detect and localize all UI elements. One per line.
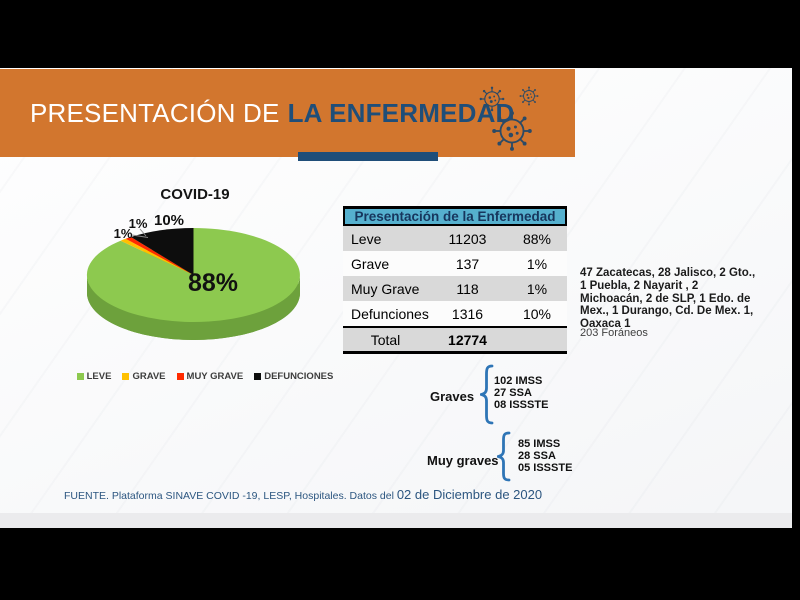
summary-table: Presentación de la Enfermedad Leve 11203… [343, 206, 567, 354]
muy-graves-label: Muy graves [427, 453, 499, 468]
pie-label-grave: 1% [114, 226, 133, 241]
row-value: 118 [456, 280, 479, 297]
pie-chart: 88% 10% 1% 1% [86, 212, 300, 340]
pie-chart-title: COVID-19 [160, 186, 230, 203]
total-label: Total [370, 331, 401, 348]
foraneos-note: 203 Foráneos [580, 327, 648, 339]
virus-icon [479, 86, 539, 152]
legend-item-muy-grave: MUY GRAVE [176, 371, 244, 382]
table-row: Defunciones 1316 10% [343, 301, 567, 326]
table-total-row: Total 12774 [343, 326, 567, 354]
page-title-regular: PRESENTACIÓN DE [30, 97, 280, 128]
pie-side-face [87, 275, 300, 340]
row-value: 1316 [451, 305, 484, 322]
graves-list: 102 IMSS 27 SSA 08 ISSSTE [494, 375, 548, 411]
legend-label: DEFUNCIONES [264, 371, 334, 382]
graves-brace-icon [480, 364, 494, 425]
muy-graves-item: 28 SSA [518, 450, 556, 462]
graves-item: 102 IMSS [494, 375, 543, 387]
row-label: Defunciones [351, 305, 429, 322]
graves-label: Graves [430, 389, 475, 404]
graves-item: 08 ISSSTE [494, 399, 549, 411]
row-value: 11203 [448, 230, 487, 247]
muy-graves-brace-icon [497, 431, 511, 482]
row-percent: 1% [526, 280, 548, 297]
pie-slice-muy-grave [125, 237, 194, 275]
row-percent: 88% [522, 230, 552, 247]
legend-item-leve: LEVE [76, 371, 112, 382]
source-footnote: FUENTE. Plataforma SINAVE COVID -19, LES… [64, 486, 542, 504]
legend-swatch-defunciones [254, 373, 262, 380]
muy-graves-list: 85 IMSS 28 SSA 05 ISSSTE [518, 438, 572, 474]
row-percent: 10% [522, 305, 552, 322]
pie-label-leve: 88% [188, 269, 238, 297]
legend-item-grave: GRAVE [122, 371, 166, 382]
row-label: Grave [351, 255, 390, 272]
muy-graves-item: 85 IMSS [518, 438, 561, 450]
legend-label: LEVE [86, 371, 112, 382]
pie-slice-defunciones [130, 228, 194, 275]
leader-line [139, 228, 147, 237]
states-note: 47 Zacatecas, 28 Jalisco, 2 Gto., 1 Pueb… [580, 267, 756, 331]
pie-slice-grave [120, 238, 194, 275]
row-percent: 1% [526, 255, 548, 272]
legend-swatch-grave [122, 373, 130, 380]
pie-slice-leve [86, 228, 300, 322]
table-row: Muy Grave 118 1% [343, 276, 567, 301]
graves-item: 27 SSA [494, 387, 532, 399]
source-date: 02 de Diciembre de 2020 [396, 487, 543, 502]
table-row: Leve 11203 88% [343, 226, 567, 251]
muy-graves-item: 05 ISSSTE [518, 462, 573, 474]
pie-legend: LEVE GRAVE MUY GRAVE DEFUNCIONES [60, 371, 350, 382]
header-band: PRESENTACIÓN DE LA ENFERMEDAD [0, 69, 575, 157]
slide-bottom-edge [0, 513, 792, 528]
legend-swatch-muy-grave [176, 373, 184, 380]
page-title-bold: LA ENFERMEDAD [287, 97, 515, 128]
table-title: Presentación de la Enfermedad [343, 206, 567, 226]
pie-label-muy-grave: 1% [129, 216, 148, 231]
legend-label: GRAVE [132, 371, 166, 382]
table-row: Grave 137 1% [343, 251, 567, 276]
header-underline [298, 152, 438, 161]
pie-label-defunciones: 10% [154, 212, 184, 229]
source-text: FUENTE. Plataforma SINAVE COVID -19, LES… [64, 490, 397, 502]
total-value: 12774 [448, 331, 487, 348]
leader-line [131, 234, 149, 238]
legend-label: MUY GRAVE [186, 371, 244, 382]
row-label: Muy Grave [351, 280, 420, 297]
legend-item-defunciones: DEFUNCIONES [254, 371, 333, 382]
row-label: Leve [351, 230, 382, 247]
row-value: 137 [455, 255, 480, 272]
legend-swatch-leve [76, 373, 84, 380]
